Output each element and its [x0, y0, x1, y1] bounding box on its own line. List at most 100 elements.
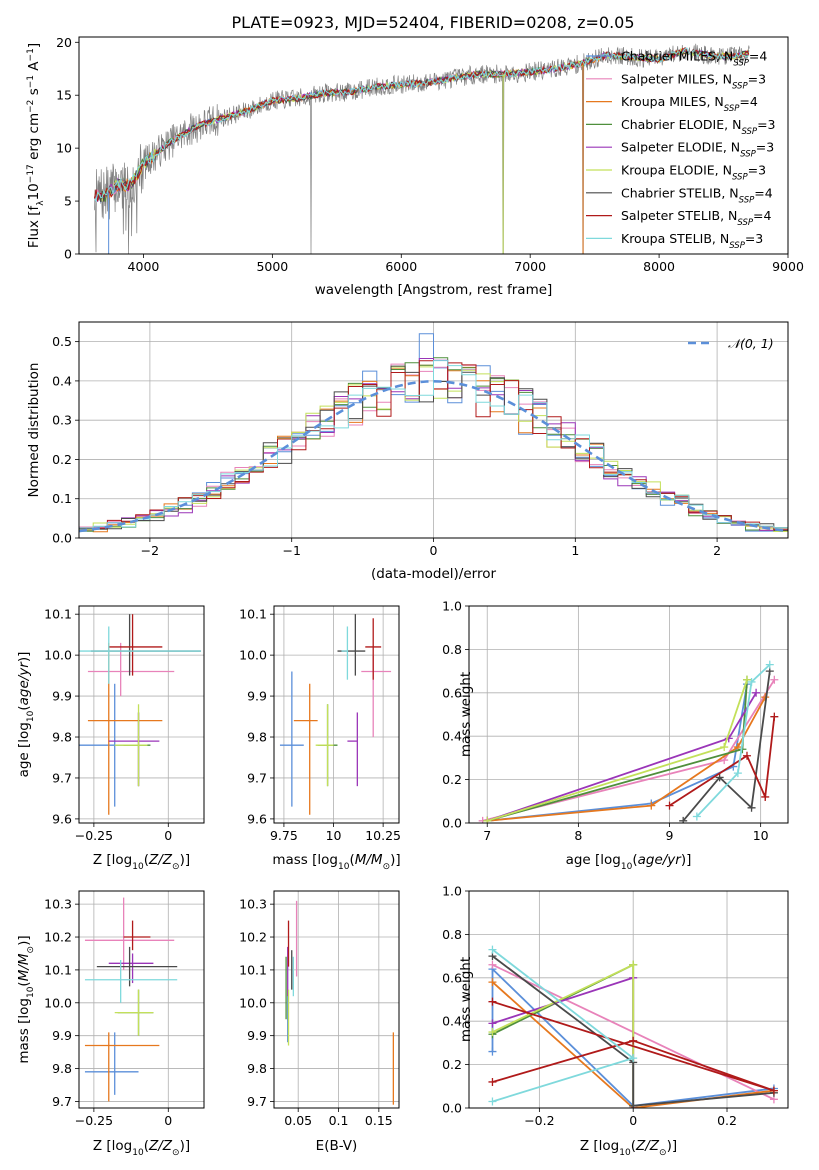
- y-tick-label: 9.6: [52, 811, 72, 826]
- x-tick-label: 9.75: [270, 828, 298, 843]
- x-tick-label: 0: [629, 1113, 637, 1128]
- x-tick-label: 0.05: [284, 1113, 312, 1128]
- x-tick-label: 0: [430, 543, 438, 558]
- errorbar-point: [87, 642, 163, 815]
- weight-marker: [761, 792, 770, 801]
- y-tick-label: 9.7: [52, 770, 72, 785]
- y-tick-label: 10.1: [44, 607, 72, 622]
- x-tick-label: −0.25: [75, 1113, 113, 1128]
- x-tick-label: 10: [753, 828, 769, 843]
- mass-weight-line: [482, 679, 776, 822]
- legend-label: Chabrier STELIB, NSSP=4: [621, 185, 773, 205]
- axes-frame: [468, 605, 789, 824]
- mass-weight-line: [669, 716, 776, 807]
- weight-marker: [629, 1054, 638, 1063]
- y-tick-label: 9.7: [52, 1094, 72, 1109]
- y-tick-label: 10.2: [44, 930, 72, 945]
- legend-label: Salpeter MILES, NSSP=3: [621, 71, 766, 91]
- errorbar-point: [90, 614, 202, 676]
- y-axis-label: Normed distribution: [26, 363, 42, 498]
- y-tick-label: 9.7: [247, 1094, 267, 1109]
- y-tick-label: 10.1: [239, 962, 267, 977]
- y-tick-label: 0: [64, 247, 72, 262]
- x-tick-label: 7000: [514, 259, 546, 274]
- mass-weight-line: [491, 955, 774, 1107]
- observed-spectrum: [94, 43, 750, 254]
- x-tick-label: −0.2: [524, 1113, 554, 1128]
- y-tick-label: 1.0: [442, 884, 462, 899]
- y-tick-label: 1.0: [442, 599, 462, 614]
- weight-marker: [488, 1097, 497, 1106]
- x-tick-label: 0.2: [717, 1113, 737, 1128]
- x-axis-label: wavelength [Angstrom, rest frame]: [315, 282, 553, 298]
- errorbar-point: [365, 618, 382, 680]
- age_vs_Z-panel: −0.25 0 9.6 9.7 9.8 9.9 10.0 10.1 Z [log10(Z/Z⊙)…: [16, 605, 205, 872]
- normal-reference-curve: [79, 379, 788, 533]
- y-tick-label: 9.7: [247, 770, 267, 785]
- errorbar-point: [87, 642, 175, 697]
- errorbar-point: [315, 704, 334, 787]
- legend-label: Kroupa ELODIE, NSSP=3: [621, 163, 766, 183]
- x-tick-label: 8: [574, 828, 582, 843]
- errorbar-point: [347, 712, 358, 787]
- weight-marker: [747, 677, 756, 686]
- y-tick-label: 9.8: [52, 730, 72, 745]
- age_vs_mass-panel: 9.75 10 10.25 9.6 9.7 9.8 9.9 10.0 10.1 mass [log…: [239, 605, 401, 872]
- y-tick-label: 0.8: [442, 642, 462, 657]
- y-tick-label: 0.4: [52, 373, 72, 388]
- weight-marker: [647, 801, 656, 810]
- legend-label: Kroupa MILES, NSSP=4: [621, 94, 758, 114]
- residual-histogram: [79, 360, 788, 538]
- y-tick-label: 20: [56, 35, 72, 50]
- weight-marker: [629, 1101, 638, 1108]
- errorbar-point: [84, 1032, 139, 1095]
- y-tick-label: 0.2: [442, 1057, 462, 1072]
- mass_vs_Z-plot-area: [84, 897, 178, 1102]
- errorbar-point: [79, 626, 202, 684]
- x-tick-label: −1: [282, 543, 300, 558]
- y-tick-label: 0.4: [442, 1014, 462, 1029]
- weight-marker: [629, 960, 638, 969]
- weight-marker: [692, 812, 701, 821]
- x-tick-label: 9000: [772, 259, 804, 274]
- axes-frame: [78, 890, 205, 1109]
- weight-marker: [733, 769, 742, 778]
- weight-marker: [679, 816, 688, 823]
- x-tick-label: 5000: [256, 259, 288, 274]
- weight-marker: [488, 1028, 497, 1037]
- age_vs_mass-plot-area: [279, 614, 392, 815]
- mass-weight-line: [486, 679, 748, 822]
- y-tick-label: 10.0: [239, 648, 267, 663]
- y-tick-label: 9.8: [52, 1061, 72, 1076]
- weight-marker: [742, 751, 751, 760]
- mass-weight-line: [486, 679, 748, 822]
- y-tick-label: 0.2: [52, 452, 72, 467]
- weight-marker: [488, 978, 497, 987]
- y-axis-label: mass weight: [458, 957, 474, 1042]
- x-axis-label: E(B-V): [316, 1138, 358, 1154]
- errorbar-point: [293, 683, 318, 815]
- x-axis-label: age [log10(age/yr)]: [566, 852, 692, 872]
- y-tick-label: 5: [64, 194, 72, 209]
- errorbar-point: [84, 897, 175, 970]
- weight-marker: [488, 1077, 497, 1086]
- weight-marker: [483, 816, 492, 823]
- axes-frame: [273, 890, 400, 1109]
- y-tick-label: 9.9: [52, 689, 72, 704]
- x-tick-label: −0.25: [75, 828, 113, 843]
- axes-frame: [78, 36, 789, 255]
- x-tick-label: 4000: [128, 259, 160, 274]
- x-axis-label: mass [log10(M/M⊙)]: [272, 852, 400, 872]
- x-tick-label: 2: [713, 543, 721, 558]
- y-tick-label: 10.0: [44, 648, 72, 663]
- mass_vs_Z-panel: −0.25 0 9.7 9.8 9.9 10.0 10.1 10.2 10.3 Z [log10(…: [16, 890, 205, 1158]
- weight-marker: [488, 997, 497, 1006]
- weight-marker: [488, 1047, 497, 1056]
- errorbar-point: [84, 1032, 160, 1102]
- errorbar-point: [114, 989, 154, 1036]
- legend-label: Chabrier ELODIE, NSSP=3: [621, 117, 776, 137]
- weight-marker: [742, 675, 751, 684]
- x-tick-label: 6000: [385, 259, 417, 274]
- weight-marker: [747, 803, 756, 812]
- mass-weight-line: [487, 683, 748, 822]
